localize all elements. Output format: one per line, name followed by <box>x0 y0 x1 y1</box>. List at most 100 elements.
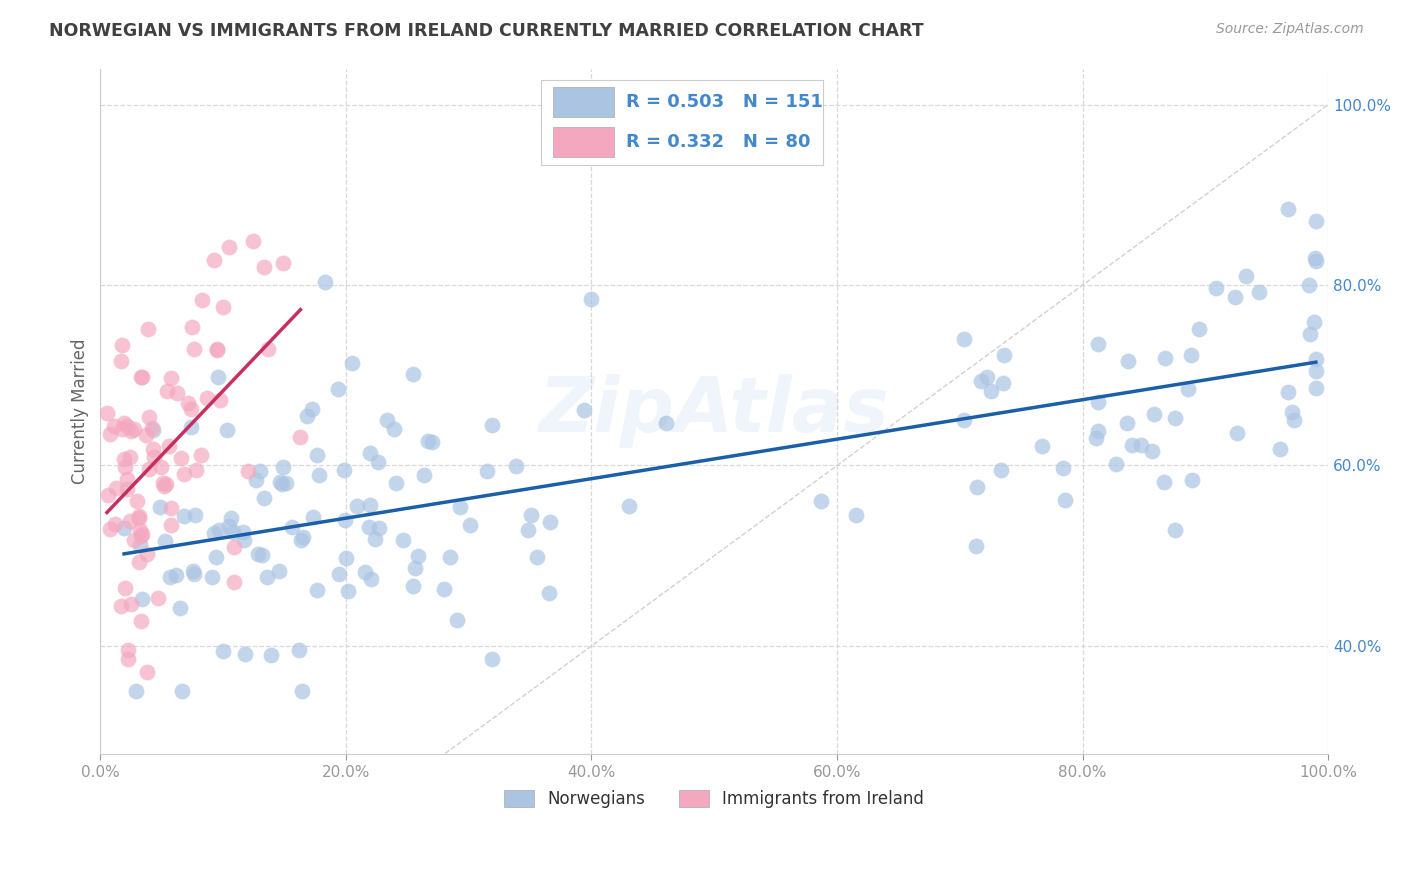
Point <box>340 355 363 369</box>
Point <box>111 422 134 436</box>
Point <box>131 527 153 541</box>
Point <box>326 383 349 397</box>
Point <box>170 451 193 466</box>
Point <box>413 468 436 483</box>
Point <box>269 475 291 489</box>
Point <box>242 234 264 248</box>
Point <box>367 455 389 469</box>
Point <box>1121 438 1143 452</box>
Point <box>249 464 271 478</box>
Point <box>1181 474 1204 488</box>
Point <box>305 582 328 597</box>
Point <box>207 523 229 537</box>
Point <box>138 462 160 476</box>
Point <box>953 412 976 426</box>
Point <box>433 582 456 597</box>
Point <box>1305 214 1327 228</box>
Point <box>117 482 139 496</box>
Point <box>115 472 138 486</box>
Point <box>122 422 145 436</box>
Point <box>218 240 240 254</box>
Point <box>117 419 139 434</box>
Point <box>205 342 228 356</box>
Point <box>212 644 235 658</box>
Point <box>271 256 294 270</box>
Point <box>253 260 276 274</box>
Bar <box>553 127 614 157</box>
Point <box>155 476 177 491</box>
Point <box>572 403 595 417</box>
Point <box>217 423 239 437</box>
Point <box>195 391 218 405</box>
Point <box>1163 524 1185 538</box>
Point <box>136 547 159 561</box>
Point <box>201 570 224 584</box>
Point <box>481 652 503 666</box>
Point <box>1052 461 1074 475</box>
Point <box>209 393 232 408</box>
Point <box>301 402 323 417</box>
Point <box>177 396 200 410</box>
Point <box>127 494 149 508</box>
Point <box>980 384 1002 399</box>
Point <box>141 421 163 435</box>
Text: Source: ZipAtlas.com: Source: ZipAtlas.com <box>1216 22 1364 37</box>
Point <box>1153 475 1175 489</box>
Point <box>159 570 181 584</box>
Point <box>290 429 312 443</box>
Point <box>138 409 160 424</box>
Point <box>180 320 202 334</box>
Point <box>274 475 297 490</box>
Point <box>1223 290 1246 304</box>
Point <box>439 550 461 565</box>
Point <box>1277 202 1299 216</box>
Point <box>120 424 142 438</box>
Text: R = 0.332   N = 80: R = 0.332 N = 80 <box>626 133 810 151</box>
Point <box>122 533 145 548</box>
Point <box>993 347 1015 361</box>
Text: R = 0.503   N = 151: R = 0.503 N = 151 <box>626 93 823 111</box>
Point <box>160 517 183 532</box>
Point <box>1205 280 1227 294</box>
Point <box>422 434 444 449</box>
Point <box>359 445 381 459</box>
Point <box>281 520 304 534</box>
Point <box>1130 438 1153 452</box>
Point <box>253 491 276 505</box>
Point <box>845 508 868 522</box>
Point <box>965 539 987 553</box>
Point <box>202 525 225 540</box>
Point <box>481 418 503 433</box>
Point <box>460 518 482 533</box>
Point <box>128 556 150 570</box>
Point <box>579 292 602 306</box>
Point <box>117 652 139 666</box>
Point <box>1105 457 1128 471</box>
Point <box>149 500 172 515</box>
Point <box>112 452 135 467</box>
Point <box>991 376 1014 391</box>
Point <box>1154 351 1177 365</box>
Point <box>402 368 425 382</box>
Point <box>1085 431 1108 445</box>
Point <box>211 300 233 314</box>
Point <box>120 597 142 611</box>
Point <box>112 521 135 535</box>
Point <box>207 343 229 357</box>
Point <box>110 353 132 368</box>
Point <box>169 601 191 615</box>
Point <box>357 520 380 534</box>
Point <box>1249 285 1271 300</box>
Point <box>538 515 561 529</box>
Point <box>222 574 245 589</box>
Point <box>160 500 183 515</box>
Point <box>104 517 127 532</box>
Point <box>314 275 336 289</box>
Point <box>1305 253 1327 268</box>
Point <box>235 648 257 662</box>
Point <box>359 498 381 512</box>
Point <box>96 405 118 419</box>
Point <box>969 374 991 388</box>
Point <box>1303 252 1326 266</box>
Point <box>218 519 240 533</box>
